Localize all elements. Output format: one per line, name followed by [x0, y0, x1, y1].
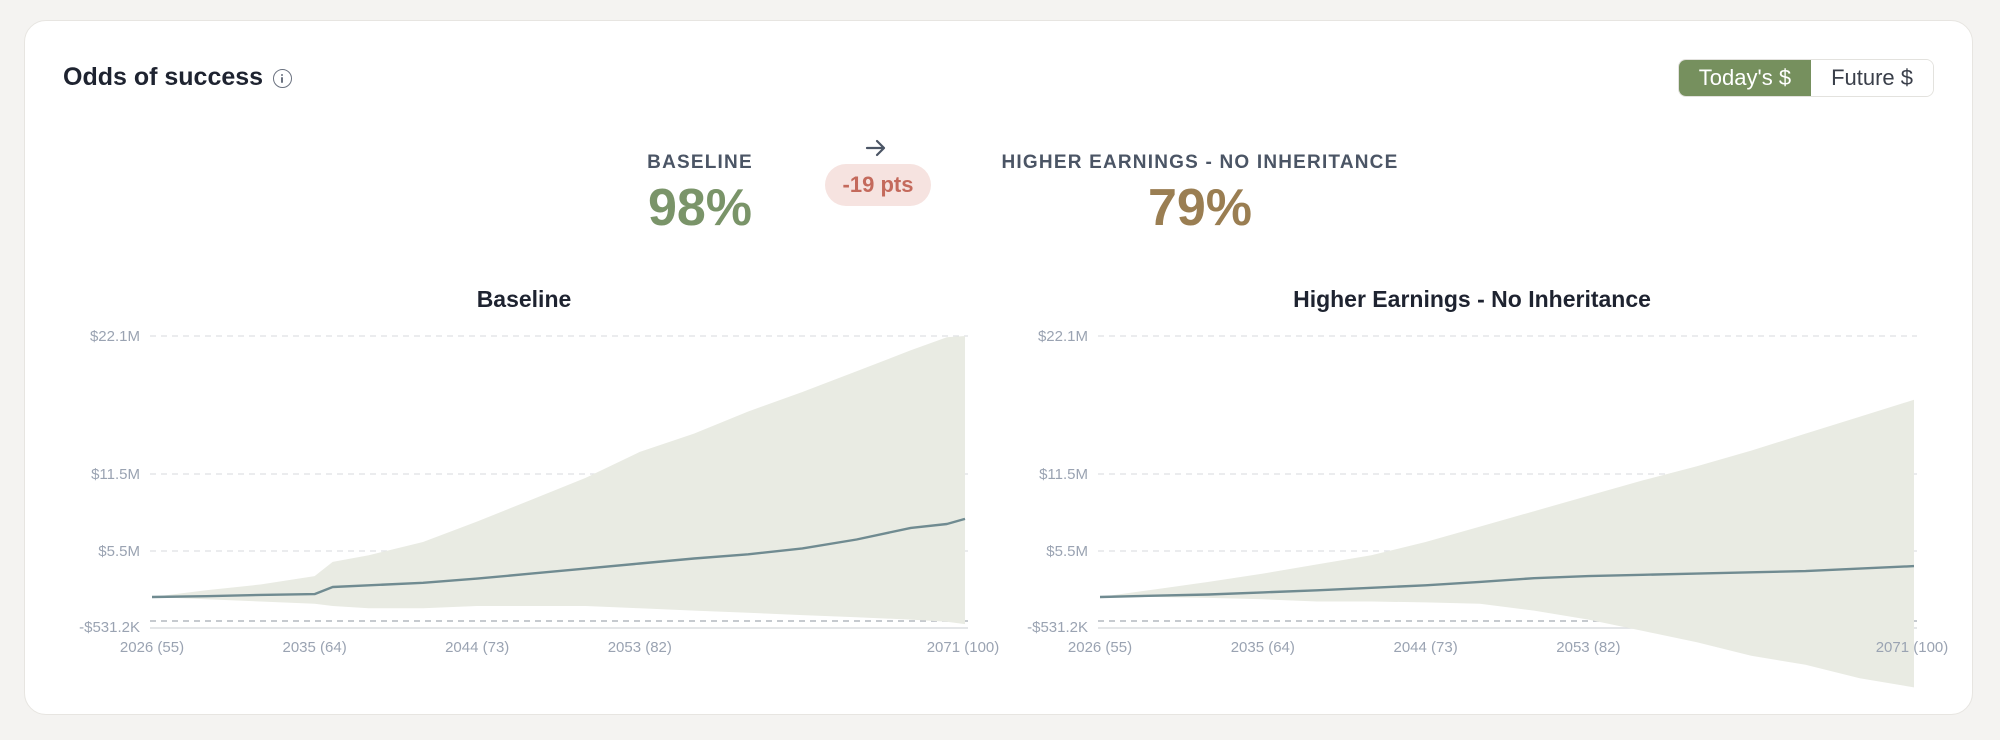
x-tick-label: 2026 (55)	[1068, 639, 1132, 656]
baseline-chart-title: Baseline	[476, 286, 572, 312]
confidence-band	[1100, 399, 1914, 688]
median-line	[1099, 564, 1915, 599]
x-tick-label: 2044 (73)	[445, 639, 509, 656]
x-tick-label: 2035 (64)	[282, 639, 346, 656]
x-tick-label: 2044 (73)	[1393, 639, 1457, 656]
x-tick-label: 2071 (100)	[1876, 639, 1949, 656]
x-tick-label: 2053 (82)	[1556, 639, 1620, 656]
change-badge: -19 pts	[825, 164, 931, 206]
x-tick-label: 2053 (82)	[608, 639, 672, 656]
todays-dollars-button[interactable]: Today's $	[1678, 60, 1812, 96]
scenario-label: HIGHER EARNINGS - NO INHERITANCE	[1001, 152, 1399, 173]
currency-toggle: Today's $ Future $	[1677, 59, 1934, 97]
scenario-percent: 79%	[1147, 179, 1253, 237]
y-tick-label: $5.5M	[98, 543, 140, 560]
baseline-label: BASELINE	[647, 152, 753, 173]
card-title: Odds of success	[63, 63, 293, 92]
arrow-right-icon	[865, 139, 886, 157]
baseline-percent: 98%	[647, 179, 753, 237]
y-tick-label: $11.5M	[1039, 466, 1088, 483]
info-icon[interactable]	[273, 69, 293, 88]
x-tick-label: 2035 (64)	[1231, 639, 1295, 656]
baseline-stat: BASELINE 98%	[600, 152, 800, 238]
future-dollars-button[interactable]: Future $	[1811, 60, 1933, 96]
y-tick-label: $5.5M	[1046, 543, 1088, 560]
y-tick-label: $11.5M	[91, 466, 140, 483]
y-tick-label: $22.1M	[1038, 328, 1088, 345]
x-tick-label: 2071 (100)	[927, 639, 1000, 656]
card-title-text: Odds of success	[63, 63, 264, 91]
y-tick-label: -$531.2K	[79, 619, 140, 636]
y-tick-label: -$531.2K	[1027, 619, 1088, 636]
scenario-chart-title: Higher Earnings - No Inheritance	[1293, 286, 1651, 312]
scenario-stat: HIGHER EARNINGS - NO INHERITANCE 79%	[980, 152, 1420, 238]
median-line	[151, 517, 966, 599]
x-tick-label: 2026 (55)	[120, 639, 184, 656]
y-tick-label: $22.1M	[90, 328, 140, 345]
